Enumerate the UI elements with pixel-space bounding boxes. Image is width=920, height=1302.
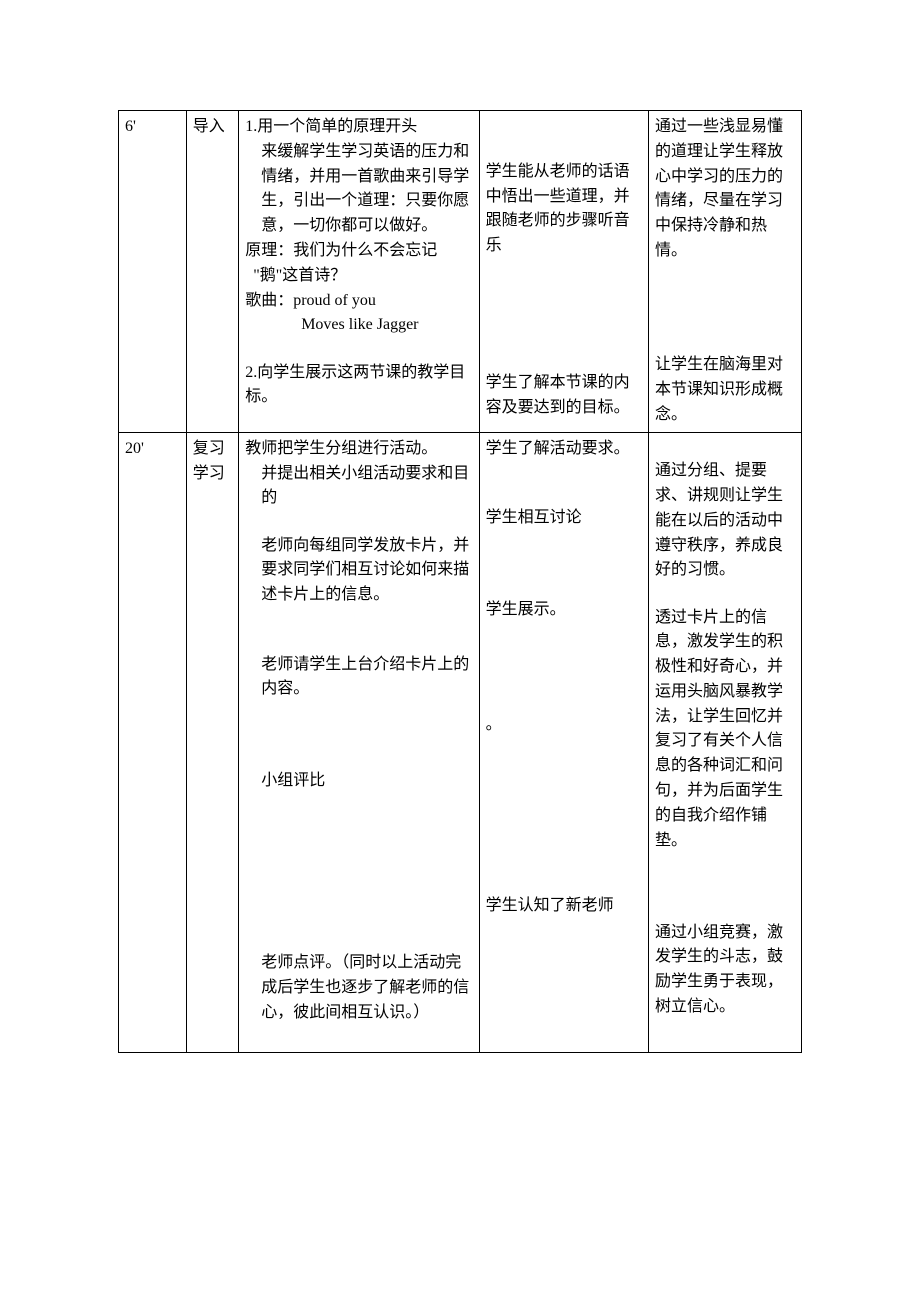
- student-s5: 学生认知了新老师: [486, 894, 642, 919]
- cell-stage: 复习学习: [186, 432, 238, 1052]
- stage-text: 导入: [193, 118, 225, 135]
- cell-design-intent: 通过一些浅显易懂的道理让学生释放心中学习的压力的情绪，尽量在学习中保持冷静和热情…: [648, 111, 801, 433]
- intent-i1: 通过一些浅显易懂的道理让学生释放心中学习的压力的情绪，尽量在学习中保持冷静和热情…: [655, 115, 795, 264]
- student-s1: 学生能从老师的话语中悟出一些道理，并跟随老师的步骤听音乐: [486, 160, 642, 259]
- lesson-plan-table: 6' 导入 1.用一个简单的原理开头 来缓解学生学习英语的压力和情绪，并用一首歌…: [118, 110, 802, 1053]
- teacher-t3: 老师请学生上台介绍卡片上的内容。: [245, 653, 472, 703]
- teacher-t5: 老师点评。（同时以上活动完成后学生也逐步了解老师的信心，彼此间相互认识。）: [245, 951, 472, 1025]
- document-page: 6' 导入 1.用一个简单的原理开头 来缓解学生学习英语的压力和情绪，并用一首歌…: [0, 0, 920, 1302]
- intent-i2: 透过卡片上的信息，激发学生的积极性和好奇心，并运用头脑风暴教学法，让学生回忆并复…: [655, 606, 795, 854]
- stage-text: 复习学习: [193, 440, 225, 482]
- student-s2: 学生了解本节课的内容及要达到的目标。: [486, 371, 642, 421]
- cell-time: 6': [119, 111, 187, 433]
- table-row: 6' 导入 1.用一个简单的原理开头 来缓解学生学习英语的压力和情绪，并用一首歌…: [119, 111, 802, 433]
- cell-teacher-activity: 教师把学生分组进行活动。并提出相关小组活动要求和目的 老师向每组同学发放卡片，并…: [239, 432, 479, 1052]
- table-row: 20' 复习学习 教师把学生分组进行活动。并提出相关小组活动要求和目的 老师向每…: [119, 432, 802, 1052]
- cell-design-intent: 通过分组、提要求、讲规则让学生能在以后的活动中遵守秩序，养成良好的习惯。 透过卡…: [648, 432, 801, 1052]
- intent-i2: 让学生在脑海里对本节课知识形成概念。: [655, 353, 795, 427]
- intent-i3: 通过小组竞赛，激发学生的斗志，鼓励学生勇于表现，树立信心。: [655, 921, 795, 1020]
- cell-teacher-activity: 1.用一个简单的原理开头 来缓解学生学习英语的压力和情绪，并用一首歌曲来引导学生…: [239, 111, 479, 433]
- teacher-t2: 老师向每组同学发放卡片，并要求同学们相互讨论如何来描述卡片上的信息。: [245, 534, 472, 608]
- teacher-para1-principle: 原理：我们为什么不会忘记 "鹅"这首诗？: [245, 239, 472, 289]
- teacher-t1: 教师把学生分组进行活动。并提出相关小组活动要求和目的: [245, 437, 472, 511]
- cell-stage: 导入: [186, 111, 238, 433]
- teacher-para2: 2.向学生展示这两节课的教学目标。: [245, 361, 472, 411]
- teacher-para1-body: 来缓解学生学习英语的压力和情绪，并用一首歌曲来引导学生，引出一个道理：只要你愿意…: [245, 140, 472, 239]
- cell-student-activity: 学生了解活动要求。 学生相互讨论 学生展示。 。: [479, 432, 648, 1052]
- teacher-t4: 小组评比: [245, 769, 472, 794]
- song-label: 歌曲：: [245, 292, 293, 309]
- time-text: 20': [125, 440, 144, 457]
- intent-i1: 通过分组、提要求、讲规则让学生能在以后的活动中遵守秩序，养成良好的习惯。: [655, 459, 795, 583]
- teacher-para1-songs: 歌曲：proud of you Moves like Jagger: [245, 289, 472, 339]
- student-s3: 学生展示。: [486, 598, 642, 623]
- student-s4: 。: [486, 713, 642, 738]
- song2: Moves like Jagger: [245, 313, 472, 338]
- student-s2: 学生相互讨论: [486, 506, 642, 531]
- cell-time: 20': [119, 432, 187, 1052]
- song1: proud of you: [293, 292, 376, 309]
- time-text: 6': [125, 118, 136, 135]
- student-s1: 学生了解活动要求。: [486, 437, 642, 462]
- teacher-para1-lead: 1.用一个简单的原理开头: [245, 115, 472, 140]
- cell-student-activity: 学生能从老师的话语中悟出一些道理，并跟随老师的步骤听音乐 学生了解本节课的内容及…: [479, 111, 648, 433]
